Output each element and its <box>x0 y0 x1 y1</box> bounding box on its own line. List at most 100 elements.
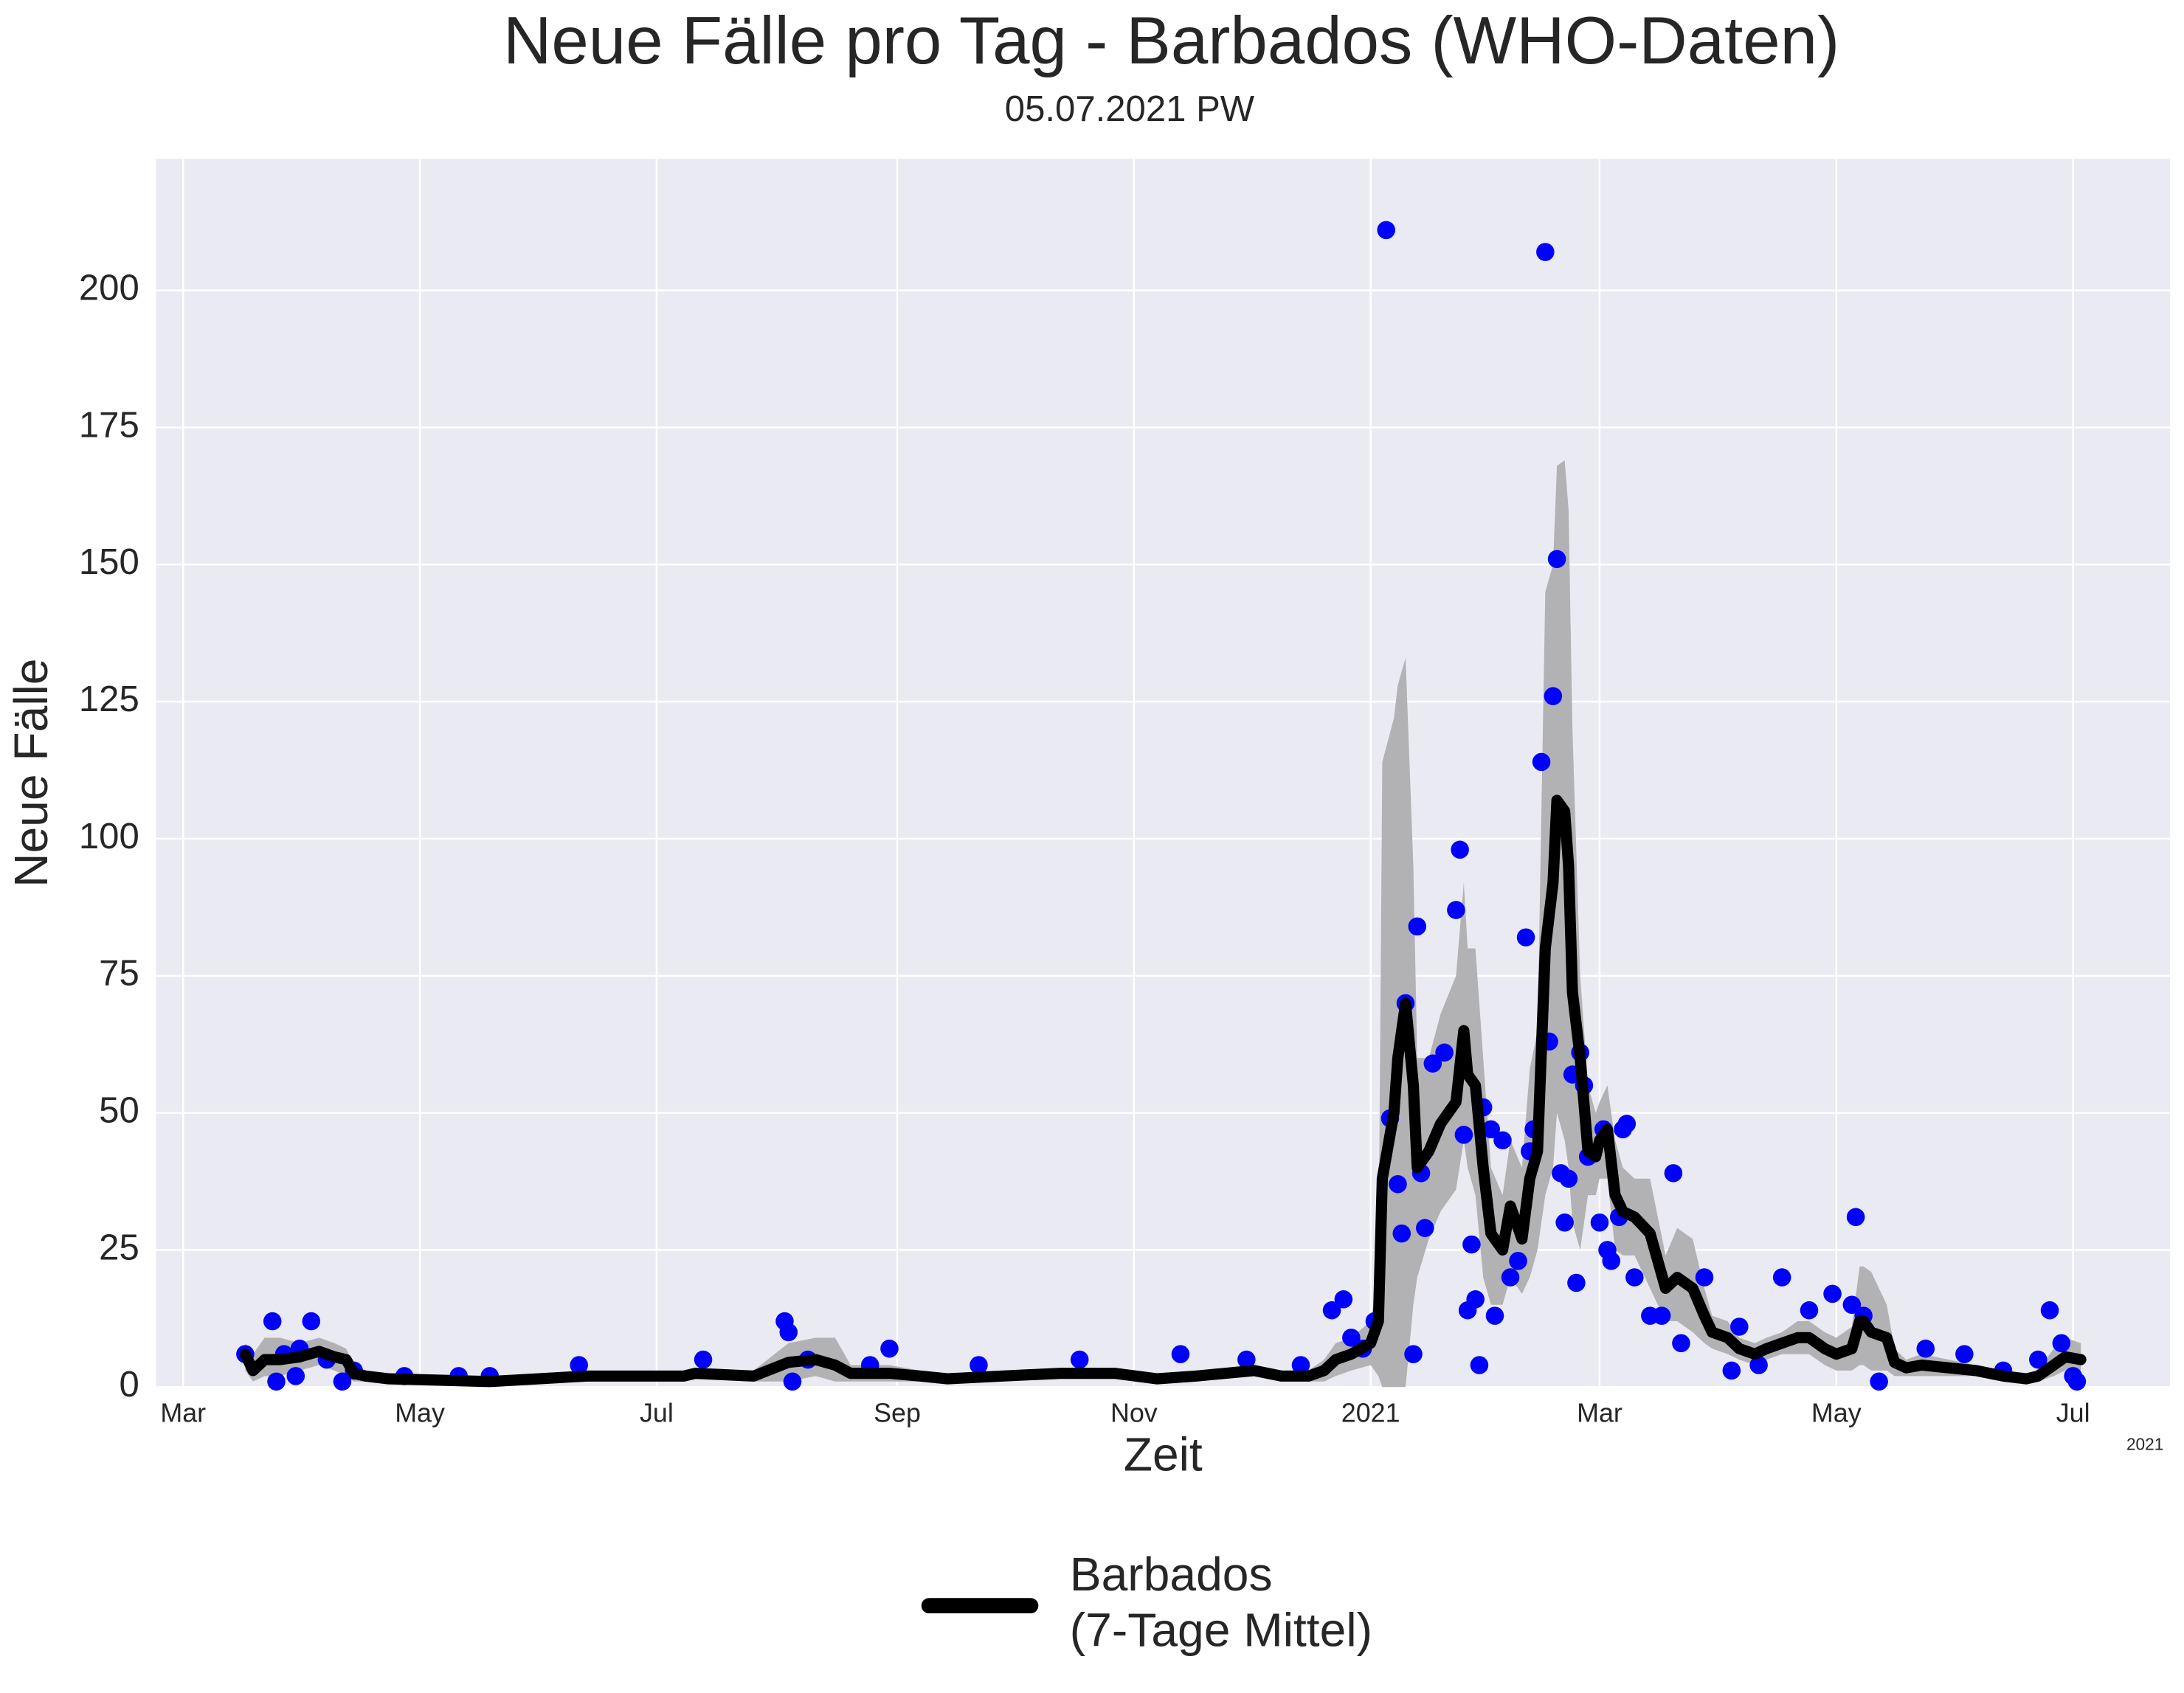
y-axis-label: Neue Fälle <box>4 659 58 887</box>
x-tick-label: Mar <box>160 1398 206 1427</box>
data-point <box>1602 1252 1621 1270</box>
data-point <box>1547 550 1566 569</box>
data-point <box>1536 243 1555 261</box>
chart-subtitle: 05.07.2021 PW <box>1005 89 1255 129</box>
y-tick-label: 50 <box>99 1091 139 1131</box>
data-point <box>1555 1213 1574 1232</box>
legend-label: Barbados (7-Tage Mittel) <box>1069 1548 1372 1658</box>
chart-title: Neue Fälle pro Tag - Barbados (WHO-Daten… <box>503 4 1839 78</box>
data-point <box>570 1356 588 1374</box>
data-point <box>783 1372 802 1391</box>
data-point <box>1423 1054 1442 1073</box>
data-point <box>970 1356 988 1374</box>
x-tick-label: Jul <box>2056 1398 2090 1427</box>
data-point <box>2029 1350 2048 1369</box>
data-point <box>1334 1290 1353 1309</box>
data-point <box>694 1350 713 1369</box>
y-tick-label: 75 <box>99 954 139 994</box>
data-point <box>1842 1295 1862 1315</box>
y-tick-label: 0 <box>119 1365 139 1405</box>
data-point <box>1567 1273 1586 1292</box>
data-point <box>1451 840 1469 859</box>
data-point <box>1462 1235 1481 1254</box>
data-point <box>1454 1126 1473 1144</box>
data-point <box>286 1367 305 1385</box>
data-point <box>1617 1115 1637 1133</box>
data-point <box>1485 1306 1504 1325</box>
data-point <box>1730 1318 1749 1336</box>
y-tick-label: 100 <box>79 817 139 856</box>
data-point <box>2067 1372 2087 1391</box>
data-point <box>1559 1169 1578 1188</box>
data-point <box>1916 1339 1935 1358</box>
data-point <box>1625 1268 1644 1287</box>
data-point <box>1447 901 1465 919</box>
data-point <box>1377 221 1395 240</box>
x-tick-label: Sep <box>874 1398 921 1427</box>
data-point <box>1772 1268 1791 1287</box>
data-point <box>1389 1174 1407 1194</box>
data-point <box>1955 1345 1974 1363</box>
data-point <box>1722 1361 1741 1380</box>
plot-area <box>156 159 2171 1388</box>
data-point <box>1590 1213 1609 1232</box>
data-point <box>1672 1334 1690 1353</box>
data-point <box>1823 1284 1842 1303</box>
data-point <box>1291 1356 1310 1374</box>
data-point <box>779 1323 798 1342</box>
data-point <box>1870 1372 1888 1391</box>
data-point <box>880 1339 899 1358</box>
data-point <box>2040 1301 2059 1320</box>
x-tick-label: Jul <box>640 1398 674 1427</box>
line <box>239 794 2087 1388</box>
data-point <box>1695 1268 1714 1287</box>
data-point <box>1435 1043 1454 1062</box>
data-point <box>1342 1329 1361 1347</box>
data-point <box>1237 1350 1256 1369</box>
y-tick-label: 200 <box>79 269 139 308</box>
data-point <box>1749 1356 1768 1374</box>
data-point <box>1516 928 1535 946</box>
y-tick-label: 150 <box>79 542 139 582</box>
data-point <box>1408 917 1427 936</box>
data-point <box>1800 1301 1819 1320</box>
data-point <box>1501 1268 1520 1287</box>
marks-layer <box>236 221 2087 1391</box>
data-point <box>1532 752 1551 772</box>
legend-entry: Barbados (7-Tage Mittel) <box>1069 1548 1372 1658</box>
data-point <box>1509 1252 1527 1270</box>
data-point <box>1416 1219 1434 1237</box>
x-axis-label: Zeit <box>1124 1427 1203 1481</box>
x-tick-label: Mar <box>1577 1398 1623 1427</box>
data-point <box>1392 1224 1411 1243</box>
y-tick-label: 175 <box>79 405 139 445</box>
x-tick-label: Nov <box>1110 1398 1158 1427</box>
y-tick-label: 25 <box>99 1228 139 1267</box>
x-tick-label: May <box>395 1398 445 1427</box>
data-point <box>1070 1350 1089 1369</box>
data-point <box>1171 1345 1190 1363</box>
data-point <box>302 1312 321 1331</box>
x-tick-label: 2021 <box>1341 1398 1400 1427</box>
data-point <box>1664 1164 1683 1183</box>
data-point <box>1652 1306 1671 1325</box>
y-tick-label: 125 <box>79 679 139 719</box>
data-point <box>1544 687 1563 705</box>
data-point <box>2052 1334 2071 1353</box>
data-point <box>1404 1345 1423 1363</box>
x-tick-label: May <box>1811 1398 1862 1427</box>
x-offset-label: 2021 <box>2126 1435 2163 1454</box>
data-point <box>1470 1356 1489 1374</box>
labels-layer: 0 25 50 75 100 125 150 175 200 Mar May Jul Sep Nov 202… <box>79 269 2090 1428</box>
data-point <box>267 1372 286 1391</box>
legend: Barbados (7-Tage Mittel) <box>921 1548 1372 1658</box>
data-point <box>333 1372 352 1391</box>
data-point <box>1322 1301 1341 1320</box>
data-point <box>1493 1131 1512 1150</box>
data-point <box>1846 1208 1865 1227</box>
data-point <box>1482 1120 1500 1139</box>
data-point <box>1466 1290 1485 1309</box>
data-point <box>263 1312 282 1331</box>
